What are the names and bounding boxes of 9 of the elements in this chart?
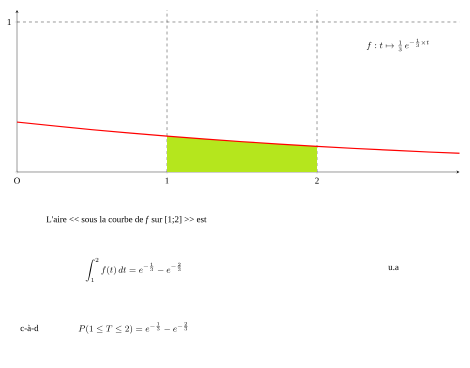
text: L'aire << sous la courbe de f sur [1;2] >> est	[46, 216, 206, 224]
x-tick-label: O	[14, 178, 20, 184]
annotation: $f:t\mapsto \frac{1}{3}\,e^{-\frac{1}{3}\times t}$	[366, 38, 429, 52]
text: c-à-d	[20, 324, 39, 332]
x-tick-label: 1	[166, 178, 169, 184]
text: $P(1\le T\le 2) = e^{-\frac{1}{3}} - e^{-\frac{2}{3}}$	[78, 322, 188, 334]
text: u.a	[388, 266, 399, 270]
text: $\int_1^2 f(t)\,dt = e^{-\frac{1}{3}} - e^{-\frac{2}{3}}$	[86, 258, 181, 282]
x-tick-label: 2	[315, 178, 319, 184]
